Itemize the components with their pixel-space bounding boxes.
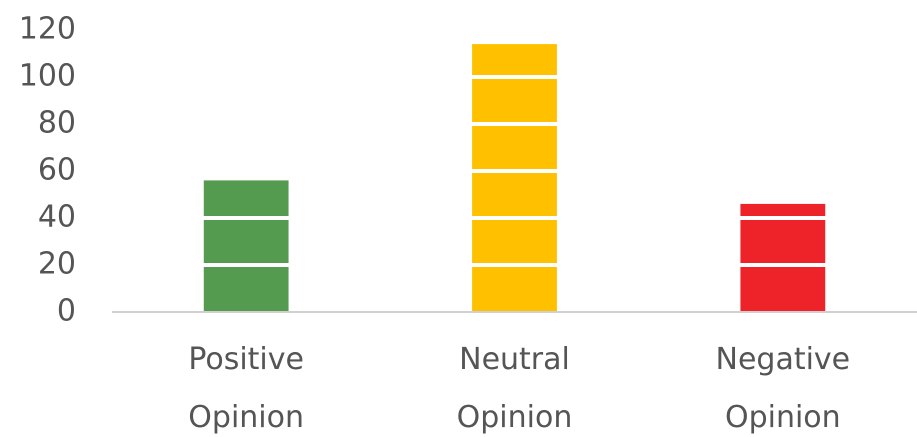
y-tick-label: 100 bbox=[19, 59, 76, 94]
y-tick-label: 80 bbox=[38, 106, 76, 141]
bar bbox=[740, 203, 826, 312]
y-tick-label: 20 bbox=[38, 247, 76, 282]
y-tick-label: 0 bbox=[57, 294, 76, 329]
bar bbox=[203, 180, 289, 312]
bar bbox=[472, 44, 557, 312]
x-tick-label: Negative Opinion bbox=[716, 342, 851, 435]
x-tick-label: Positive Opinion bbox=[188, 342, 304, 435]
y-tick-label: 40 bbox=[38, 200, 76, 235]
y-tick-label: 120 bbox=[19, 12, 76, 47]
x-tick-label: Neutral Opinion bbox=[457, 342, 573, 435]
y-tick-label: 60 bbox=[38, 153, 76, 188]
